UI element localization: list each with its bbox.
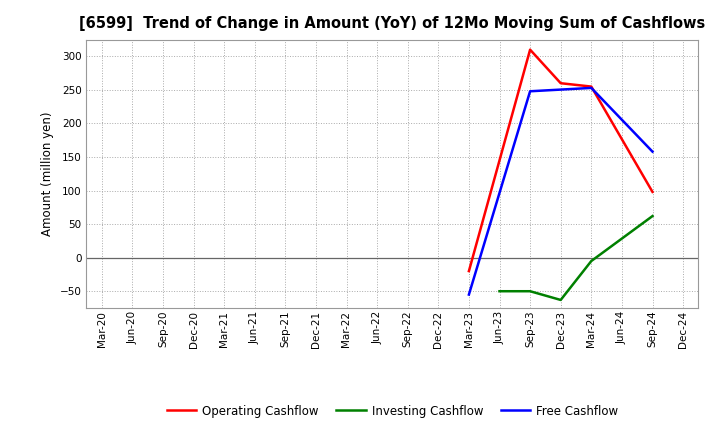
Line: Investing Cashflow: Investing Cashflow [500,216,652,300]
Line: Free Cashflow: Free Cashflow [469,88,652,295]
Investing Cashflow [587,258,595,264]
Investing Cashflow [526,289,534,294]
Investing Cashflow [648,213,657,219]
Operating Cashflow [557,81,565,86]
Y-axis label: Amount (million yen): Amount (million yen) [41,112,54,236]
Operating Cashflow [648,189,657,194]
Free Cashflow [464,292,473,297]
Investing Cashflow [495,289,504,294]
Operating Cashflow [526,47,534,52]
Operating Cashflow [464,268,473,274]
Legend: Operating Cashflow, Investing Cashflow, Free Cashflow: Operating Cashflow, Investing Cashflow, … [162,400,623,422]
Line: Operating Cashflow: Operating Cashflow [469,50,652,271]
Investing Cashflow [557,297,565,303]
Free Cashflow [587,85,595,91]
Free Cashflow [648,149,657,154]
Title: [6599]  Trend of Change in Amount (YoY) of 12Mo Moving Sum of Cashflows: [6599] Trend of Change in Amount (YoY) o… [79,16,706,32]
Free Cashflow [526,88,534,94]
Operating Cashflow [587,84,595,89]
